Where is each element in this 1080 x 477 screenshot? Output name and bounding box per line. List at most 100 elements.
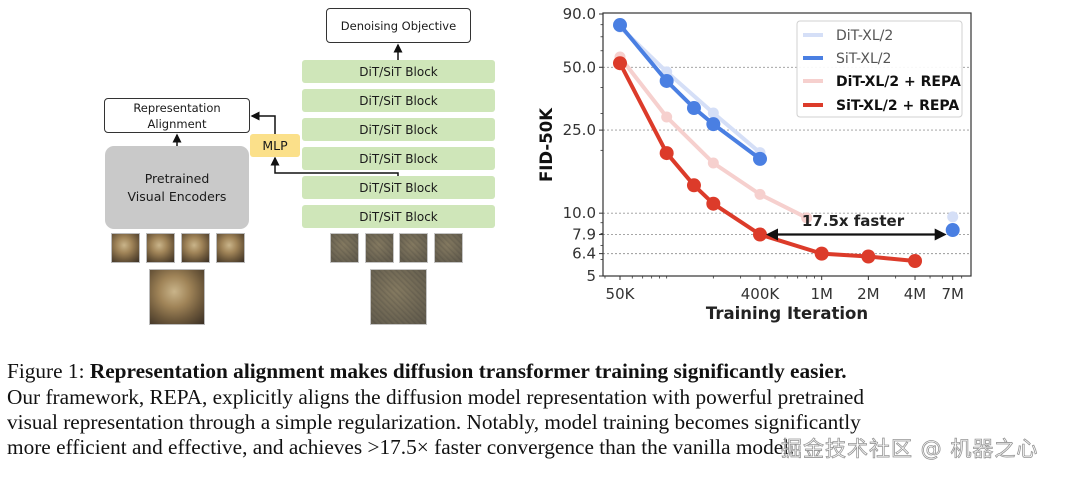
x-tick-label: 400K (741, 285, 781, 303)
noisy-cat-image (370, 269, 427, 325)
y-tick-label: 90.0 (563, 5, 596, 23)
data-point (706, 196, 721, 211)
caption-line: more efficient and effective, and achiev… (7, 435, 1075, 460)
data-point (613, 18, 627, 33)
y-tick-label: 6.4 (572, 245, 596, 263)
data-point (753, 151, 767, 166)
annotation-layer: 17.5x faster (766, 212, 947, 241)
caption-text: Our framework, REPA, explicitly aligns t… (7, 385, 865, 409)
series-line (618, 61, 917, 263)
block-label: DiT/SiT Block (359, 209, 438, 224)
y-tick-label: 5 (586, 267, 596, 285)
dit-sit-block: DiT/SiT Block (302, 205, 495, 228)
caption-text: visual representation through a simple r… (7, 410, 861, 434)
figure-caption: Figure 1: Representation alignment makes… (7, 359, 1075, 384)
encoder-line2: Visual Encoders (127, 188, 227, 204)
legend-label: SiT-XL/2 + REPA (836, 98, 959, 114)
representation-alignment-line1: Representation (133, 100, 221, 115)
data-point (945, 223, 960, 238)
data-point (706, 117, 721, 132)
legend-item: SiT-XL/2 + REPA (803, 98, 959, 114)
block-label: DiT/SiT Block (359, 122, 438, 137)
data-point (686, 101, 701, 116)
arrow-block-to-mlp (270, 156, 399, 176)
pretrained-visual-encoders-box: Pretrained Visual Encoders (105, 146, 249, 229)
data-point (814, 246, 829, 261)
noisy-image-patch (365, 233, 394, 263)
legend-label: DiT-XL/2 + REPA (836, 74, 961, 90)
legend-item: DiT-XL/2 + REPA (803, 74, 961, 90)
legend-label: DiT-XL/2 (836, 28, 893, 44)
block-label: DiT/SiT Block (359, 93, 438, 108)
data-point (686, 178, 701, 193)
data-point (707, 107, 719, 119)
clean-image-patch (146, 233, 175, 263)
clean-image-patch (181, 233, 210, 263)
series-line (618, 25, 762, 155)
data-point (753, 227, 767, 242)
series-sit-xl-2 (613, 18, 960, 238)
y-tick-label: 25.0 (563, 121, 596, 139)
series-dit-xl-2-repa (614, 51, 813, 224)
block-label: DiT/SiT Block (359, 151, 438, 166)
legend-label: SiT-XL/2 (836, 51, 891, 67)
clean-image-patch (111, 233, 140, 263)
noisy-image-patch (434, 233, 463, 263)
block-label: DiT/SiT Block (359, 180, 438, 195)
data-point (754, 188, 766, 200)
series-sit-xl-2-repa (613, 56, 923, 268)
data-point (801, 212, 813, 224)
noisy-image-patch (399, 233, 428, 263)
denoising-objective-box: Denoising Objective (326, 8, 471, 43)
y-tick-label: 10.0 (563, 204, 596, 222)
caption-title: Representation alignment makes diffusion… (89, 359, 847, 383)
speedup-arrow-right-head (934, 228, 947, 241)
legend: DiT-XL/2 SiT-XL/2 DiT-XL/2 + REPA SiT-XL/2 … (796, 20, 963, 118)
diagram-connectors (172, 43, 403, 176)
legend-item: DiT-XL/2 (803, 28, 893, 44)
y-axis-label: FID-50K (537, 107, 556, 182)
clean-cat-image (149, 269, 205, 325)
data-point (707, 157, 719, 169)
caption-line: visual representation through a simple r… (7, 410, 1075, 435)
x-tick-label: 2M (857, 285, 880, 303)
watermark: 掘金技术社区 @ 机器之心 (781, 437, 1039, 462)
data-point (659, 73, 674, 88)
x-tick-label: 4M (904, 285, 927, 303)
caption-text: more efficient and effective, and achiev… (7, 435, 795, 459)
data-point (908, 253, 923, 268)
series-layer (613, 18, 960, 268)
x-tick-label: 1M (810, 285, 833, 303)
speedup-annotation: 17.5x faster (802, 212, 905, 230)
clean-image-patch (216, 233, 245, 263)
series-line (618, 55, 809, 220)
tick-layer: 90.0 50.0 25.0 10.0 7.96.4 5 50K 400K 1M 2M 4M 7M (563, 5, 964, 303)
x-tick-label: 7M (941, 285, 964, 303)
block-label: DiT/SiT Block (359, 64, 438, 79)
data-point (661, 111, 673, 123)
fid-chart: 90.0 50.0 25.0 10.0 7.96.4 5 50K 400K 1M 2M 4M 7M F… (537, 5, 972, 323)
data-point (659, 146, 674, 161)
encoder-line1: Pretrained (144, 170, 210, 186)
mlp-box: MLP (250, 134, 300, 157)
noisy-image-patch (330, 233, 359, 263)
representation-alignment-line2: Alignment (147, 116, 207, 131)
y-tick-label: 50.0 (563, 58, 596, 76)
data-point (861, 249, 876, 264)
x-axis-label: Training Iteration (706, 304, 868, 323)
dit-sit-block: DiT/SiT Block (302, 60, 495, 83)
dit-sit-block: DiT/SiT Block (302, 176, 495, 199)
denoising-objective-label: Denoising Objective (340, 18, 457, 33)
x-tick-label: 50K (606, 285, 636, 303)
representation-alignment-box: Representation Alignment (104, 98, 250, 133)
mlp-label: MLP (262, 138, 288, 153)
legend-item: SiT-XL/2 (803, 51, 891, 67)
y-tick-label: 7.9 (572, 226, 596, 244)
data-point (947, 211, 959, 223)
arrow-mlp-to-alignment (250, 111, 276, 134)
data-point (613, 56, 627, 71)
speedup-arrow-left-head (766, 228, 778, 241)
dit-sit-block: DiT/SiT Block (302, 89, 495, 112)
caption-line: Our framework, REPA, explicitly aligns t… (7, 385, 1075, 410)
dit-sit-block: DiT/SiT Block (302, 118, 495, 141)
